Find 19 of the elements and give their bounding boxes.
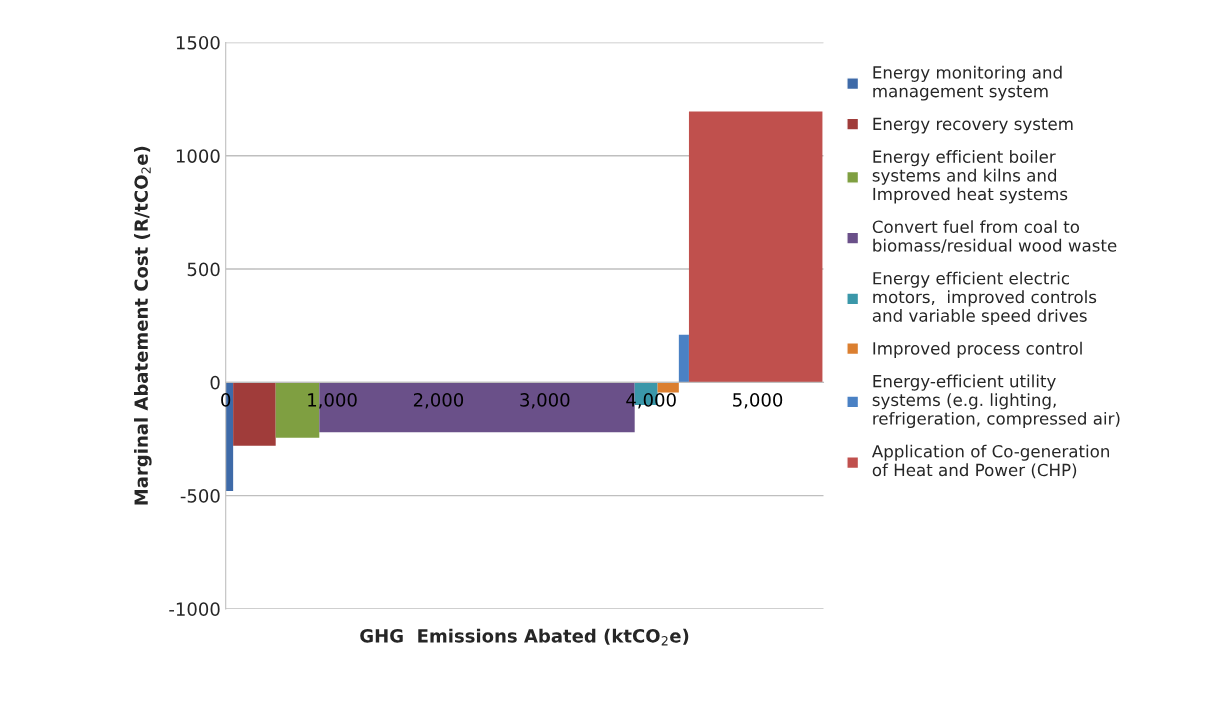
y-tick-label: 1000 — [176, 149, 220, 163]
y-tick-label: -1000 — [169, 602, 220, 616]
legend-label: Energy efficient boiler systems and kilns and Improved heat systems — [872, 150, 1068, 204]
x-tick-label: 3,000 — [520, 393, 570, 409]
y-tick-label: -500 — [180, 489, 220, 503]
y-tick-label: 0 — [210, 375, 220, 390]
legend-label: Convert fuel from coal to biomass/residual wood waste — [872, 220, 1117, 254]
legend-label: Improved process control — [873, 341, 1082, 358]
legend-label: Application of Co-generation of Heat and Power (CHP) — [871, 444, 1109, 479]
y-tick-label: 500 — [187, 262, 220, 277]
legend-label: Energy-efficient utility systems (e.g. lighting, refrigeration, compressed air) — [872, 374, 1120, 429]
x-tick-label: 2,000 — [413, 393, 464, 409]
legend-label: Energy efficient electric motors, improved controls and variable speed drives — [872, 271, 1097, 326]
x-axis-title: GHG Emissions Abated (ktCO$_{2}$e) — [360, 628, 689, 646]
x-tick-label: 5,000 — [733, 393, 783, 409]
y-tick-label: 1500 — [176, 35, 220, 50]
legend-label: Energy recovery system — [873, 117, 1073, 134]
legend-label: Energy monitoring and management system — [873, 65, 1062, 101]
y-axis-title: Marginal Abatement Cost (R/tCO$_{2}$e) — [134, 146, 152, 505]
